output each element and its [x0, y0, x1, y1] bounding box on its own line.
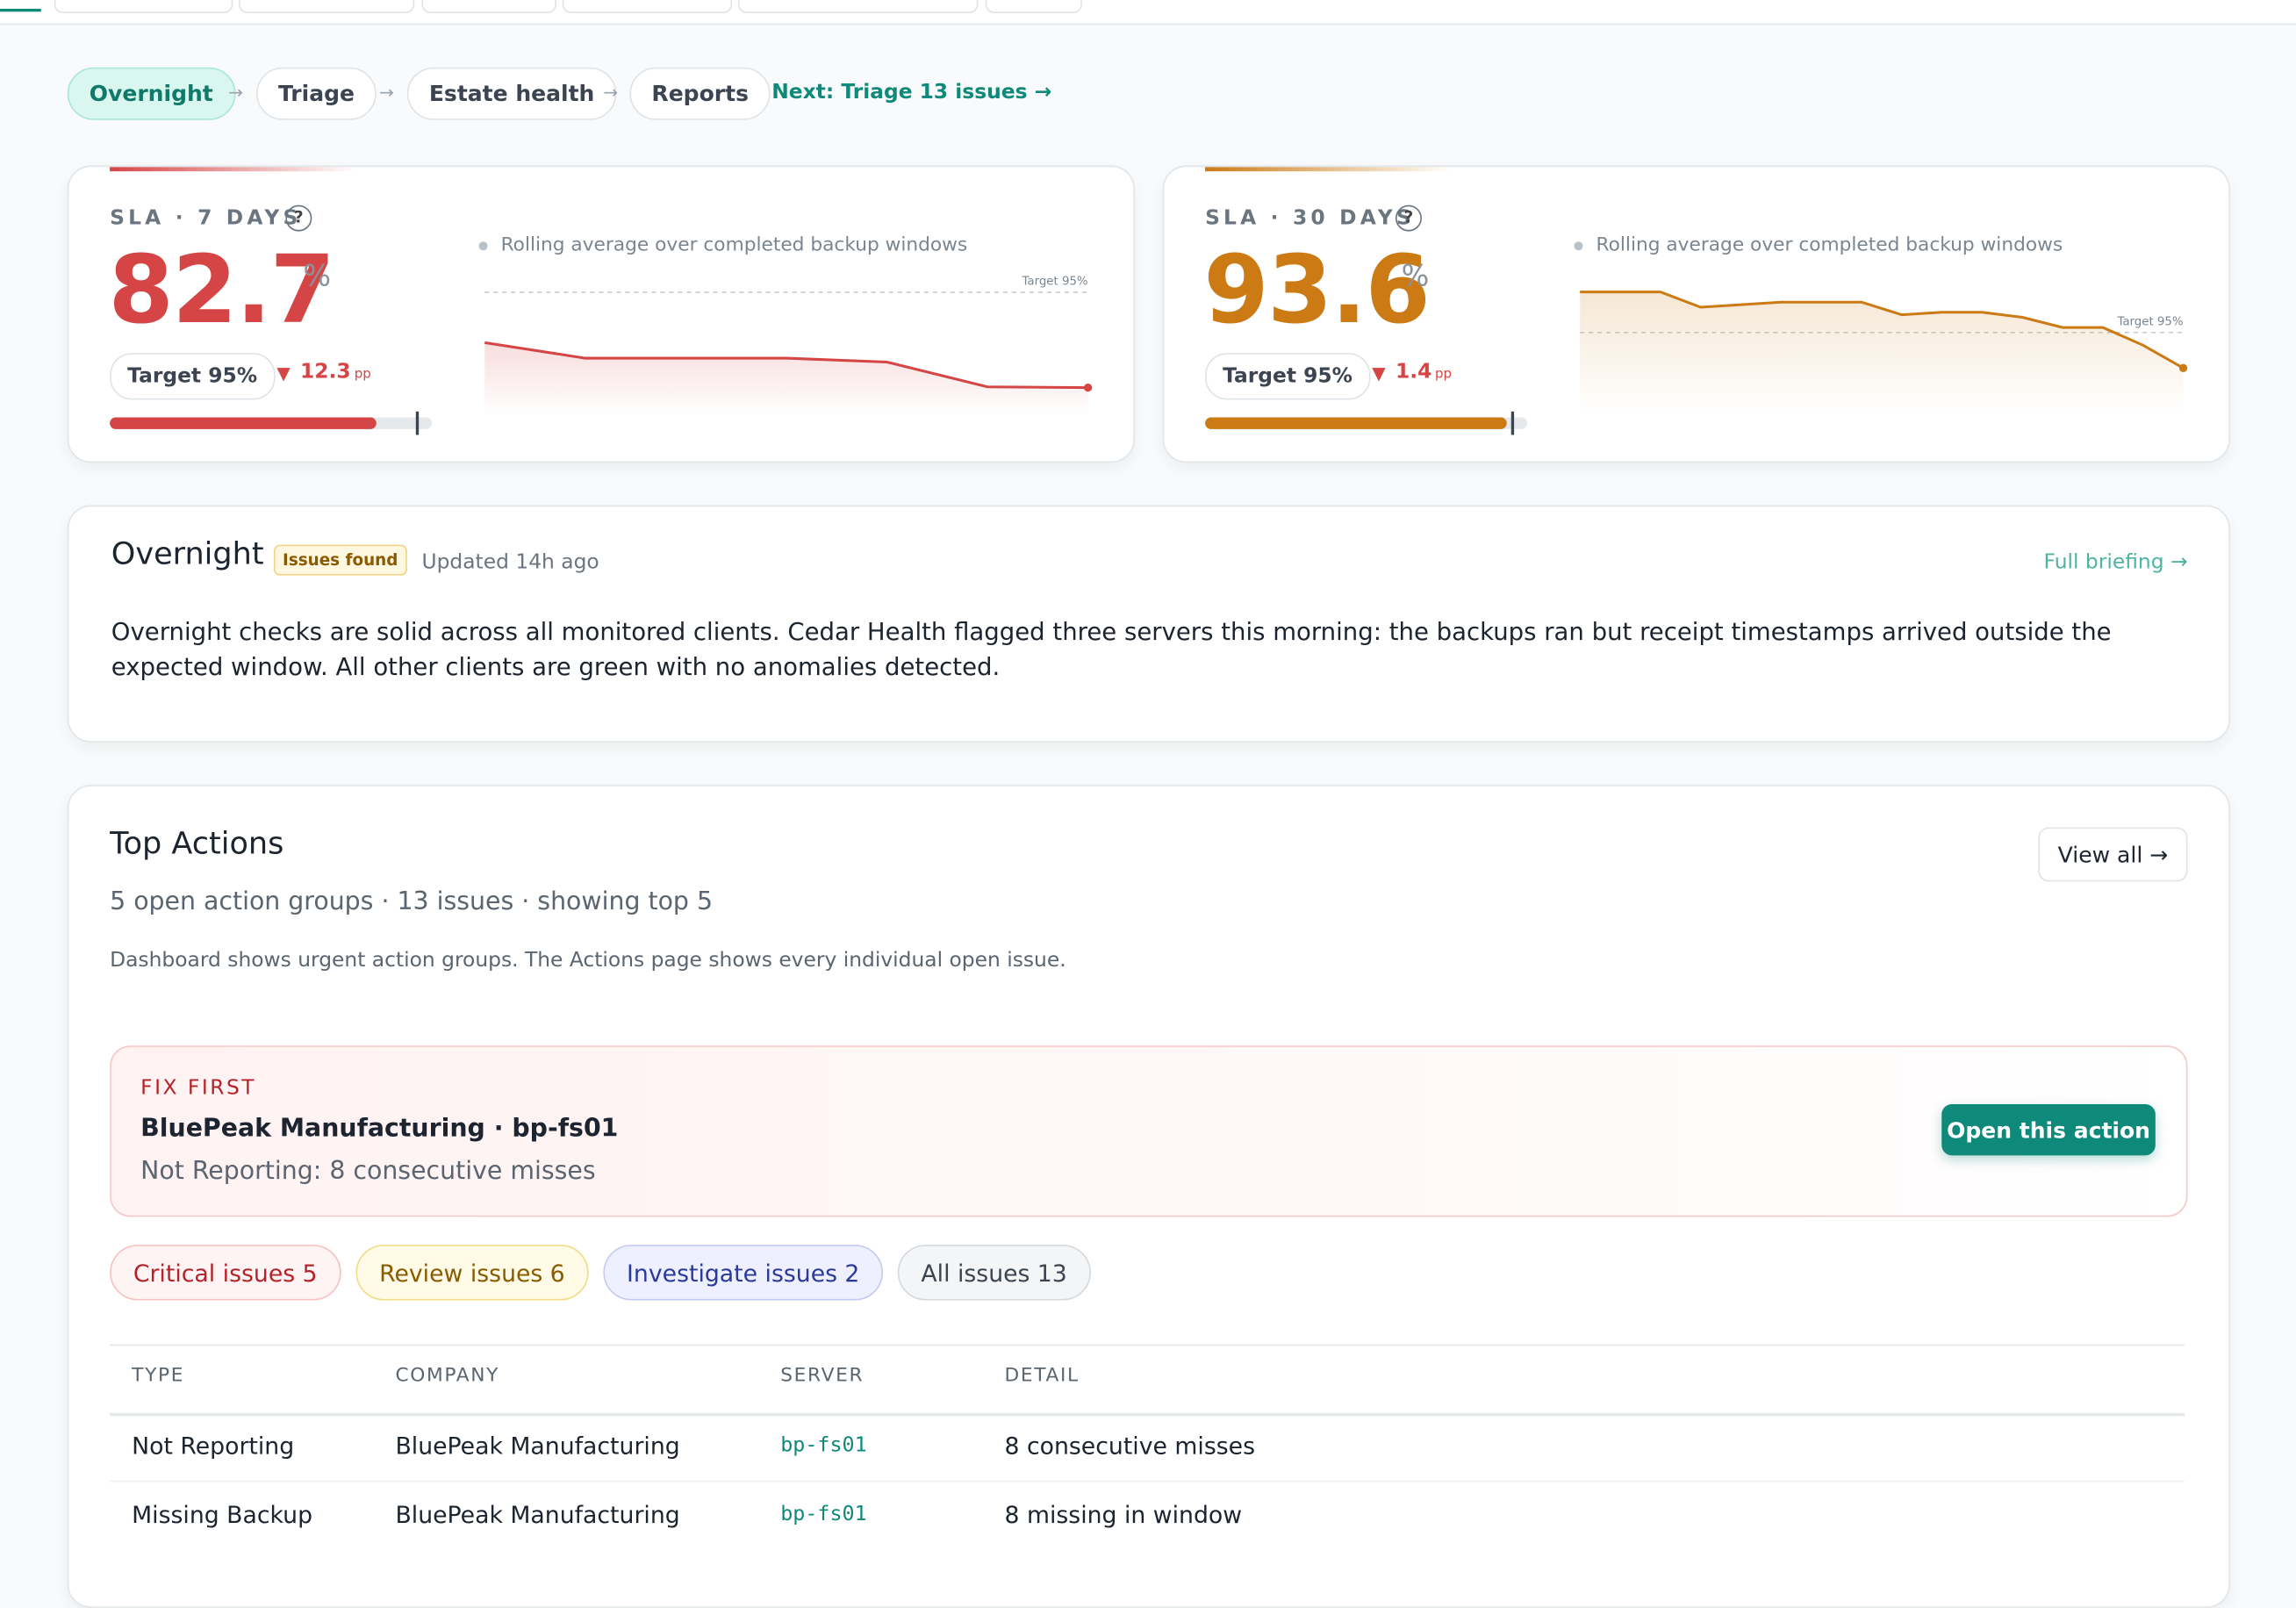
sla-value: 82.7	[108, 237, 334, 346]
next-link[interactable]: Next: Triage 13 issues →	[771, 80, 1052, 104]
cell: 8 consecutive misses	[1004, 1432, 1255, 1461]
cell: bp-fs01	[780, 1502, 867, 1526]
help[interactable]: ?	[1395, 205, 1422, 232]
column-header: DETAIL	[1004, 1364, 1080, 1387]
cell: 8 missing in window	[1004, 1501, 1243, 1529]
row-divider	[110, 1480, 2185, 1482]
updated: Updated 14h ago	[421, 550, 599, 575]
caption: Rolling average over completed backup wi…	[1596, 233, 2063, 256]
target-marker	[415, 411, 420, 435]
delta-value: 12.3	[300, 360, 351, 384]
fix-first-label: FIX FIRST	[140, 1076, 257, 1100]
target-marker	[1510, 411, 1515, 435]
delta-arrow: ▼	[1372, 363, 1386, 384]
filter-count: 13	[1037, 1258, 1067, 1287]
filter-label: Investigate issues	[627, 1258, 838, 1287]
filter-count: 6	[549, 1258, 565, 1287]
card-title: Top Actions	[110, 825, 284, 862]
tab[interactable]	[737, 0, 979, 14]
step-arrow: →	[379, 82, 394, 103]
progress-fill	[1205, 417, 1507, 429]
target-label: Target 95%	[1022, 276, 1088, 289]
sla-unit: %	[303, 257, 332, 293]
caption-dot	[1574, 241, 1583, 251]
step[interactable]: Reports	[629, 67, 771, 120]
briefing-link[interactable]: Full briefing →	[2043, 550, 2188, 575]
caption-dot	[478, 241, 488, 251]
filter-chip[interactable]: Critical issues 5	[110, 1245, 341, 1301]
sparkline-line	[1580, 291, 2185, 370]
tab[interactable]	[0, 0, 41, 12]
progress-track	[1205, 411, 1528, 435]
target-pill: Target 95%	[110, 353, 276, 400]
sparkline-area	[484, 342, 1088, 416]
accent	[1205, 167, 1452, 172]
filter-label: All issues	[921, 1258, 1030, 1287]
tab[interactable]	[985, 0, 1082, 14]
filter-label: Critical issues	[133, 1258, 296, 1287]
sparkline-area	[1580, 291, 2184, 416]
fix-first-detail: Not Reporting: 8 consecutive misses	[140, 1157, 596, 1187]
caption: Rolling average over completed backup wi…	[500, 233, 968, 256]
open-action[interactable]: Open this action	[1941, 1103, 2156, 1156]
card-title: Overnight	[111, 535, 264, 571]
top-bar	[0, 0, 2296, 25]
sparkline: Target 95%	[1580, 291, 2188, 416]
sla-unit: %	[1401, 257, 1430, 293]
sla-card: SLA · 30 DAYS? 93.6% Target 95% ▼ 1.4 pp Rolli…	[1162, 165, 2230, 463]
sparkline-line	[484, 341, 1088, 390]
column-header: TYPE	[132, 1364, 185, 1387]
column-header: SERVER	[780, 1364, 865, 1387]
tab[interactable]	[562, 0, 733, 14]
sla-label: SLA · 7 DAYS	[110, 206, 302, 230]
fix-first-card: FIX FIRST BluePeak Manufacturing · bp-fs…	[110, 1045, 2188, 1217]
step[interactable]: Estate health	[406, 67, 617, 120]
delta-value: 1.4	[1395, 360, 1432, 384]
summary-text: Overnight checks are solid across all mo…	[111, 618, 2112, 681]
step-arrow: →	[228, 82, 244, 103]
sla-label: SLA · 30 DAYS	[1205, 206, 1415, 230]
delta-unit: pp	[354, 367, 371, 383]
filter-chip[interactable]: All issues 13	[897, 1245, 1091, 1301]
step-arrow: →	[603, 82, 619, 103]
step[interactable]: Overnight	[67, 67, 235, 120]
progress-track	[110, 411, 433, 435]
delta-unit: pp	[1435, 367, 1453, 383]
summary: 5 open action groups · 13 issues · showi…	[110, 887, 714, 917]
target-label: Target 95%	[2116, 316, 2183, 329]
accent	[110, 167, 356, 172]
view-all[interactable]: View all →	[2038, 827, 2188, 882]
tab[interactable]	[54, 0, 233, 14]
filter-label: Review issues	[379, 1258, 543, 1287]
filter-count: 5	[302, 1258, 318, 1287]
tab[interactable]	[421, 0, 556, 14]
cell: Not Reporting	[132, 1432, 295, 1461]
sparkline-end	[2178, 363, 2188, 372]
status-badge: Issues found	[273, 544, 407, 576]
cell: BluePeak Manufacturing	[395, 1501, 680, 1529]
sparkline-end	[1083, 383, 1093, 392]
target-pill: Target 95%	[1205, 353, 1371, 400]
note: Dashboard shows urgent action groups. Th…	[110, 949, 1066, 973]
cell: BluePeak Manufacturing	[395, 1432, 680, 1461]
overnight-card: Overnight Issues found Updated 14h ago F…	[67, 505, 2230, 743]
progress-fill	[110, 417, 377, 429]
sla-value: 93.6	[1203, 237, 1430, 346]
sla-card: SLA · 7 DAYS? 82.7% Target 95% ▼ 12.3 pp Rolli…	[67, 165, 1135, 463]
filter-chip[interactable]: Review issues 6	[355, 1245, 589, 1301]
delta-arrow: ▼	[276, 363, 291, 384]
cell: bp-fs01	[780, 1433, 867, 1458]
cell: Missing Backup	[132, 1501, 313, 1529]
tab[interactable]	[238, 0, 415, 14]
filter-chip[interactable]: Investigate issues 2	[603, 1245, 884, 1301]
help[interactable]: ?	[285, 205, 312, 232]
sparkline: Target 95%	[484, 276, 1093, 416]
step[interactable]: Triage	[255, 67, 377, 120]
filter-count: 2	[844, 1258, 860, 1287]
fix-first-title: BluePeak Manufacturing · bp-fs01	[140, 1114, 619, 1144]
column-header: COMPANY	[395, 1364, 500, 1387]
table-header	[110, 1344, 2185, 1417]
